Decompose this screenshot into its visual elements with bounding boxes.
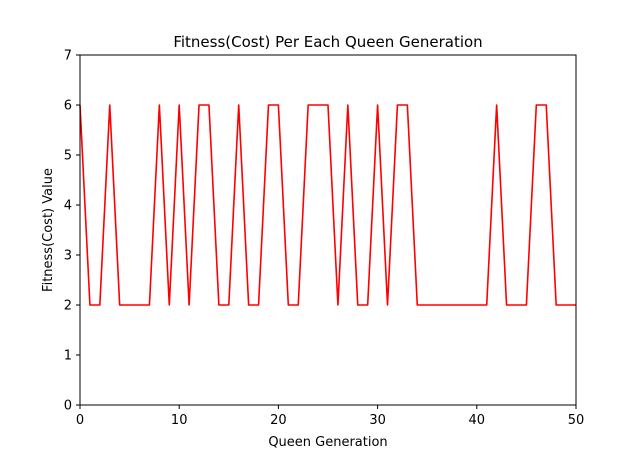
y-tick-label: 3 bbox=[64, 249, 72, 264]
plot-frame bbox=[79, 54, 577, 406]
y-axis-label: Fitness(Cost) Value bbox=[41, 168, 56, 292]
x-tick-label: 30 bbox=[369, 413, 386, 428]
x-tick-label: 20 bbox=[270, 413, 287, 428]
x-tick-label: 0 bbox=[76, 413, 84, 428]
x-axis-label: Queen Generation bbox=[268, 435, 387, 450]
y-tick-label: 0 bbox=[64, 399, 72, 414]
x-tick-label: 10 bbox=[171, 413, 188, 428]
x-tick-label: 50 bbox=[568, 413, 585, 428]
y-tick-label: 1 bbox=[64, 349, 72, 364]
y-tick-label: 4 bbox=[64, 199, 72, 214]
fitness-series-line bbox=[79, 104, 576, 306]
y-tick-label: 7 bbox=[64, 49, 72, 64]
y-tick-label: 6 bbox=[64, 99, 72, 114]
y-tick-label: 5 bbox=[64, 149, 72, 164]
y-tick-label: 2 bbox=[64, 299, 72, 314]
series-layer bbox=[79, 104, 576, 306]
chart-title: Fitness(Cost) Per Each Queen Generation bbox=[173, 33, 482, 51]
ticks-layer: 0 10 20 30 40 50 0 1 2 3 4 5 6 7 bbox=[64, 49, 585, 429]
x-tick-label: 40 bbox=[469, 413, 486, 428]
